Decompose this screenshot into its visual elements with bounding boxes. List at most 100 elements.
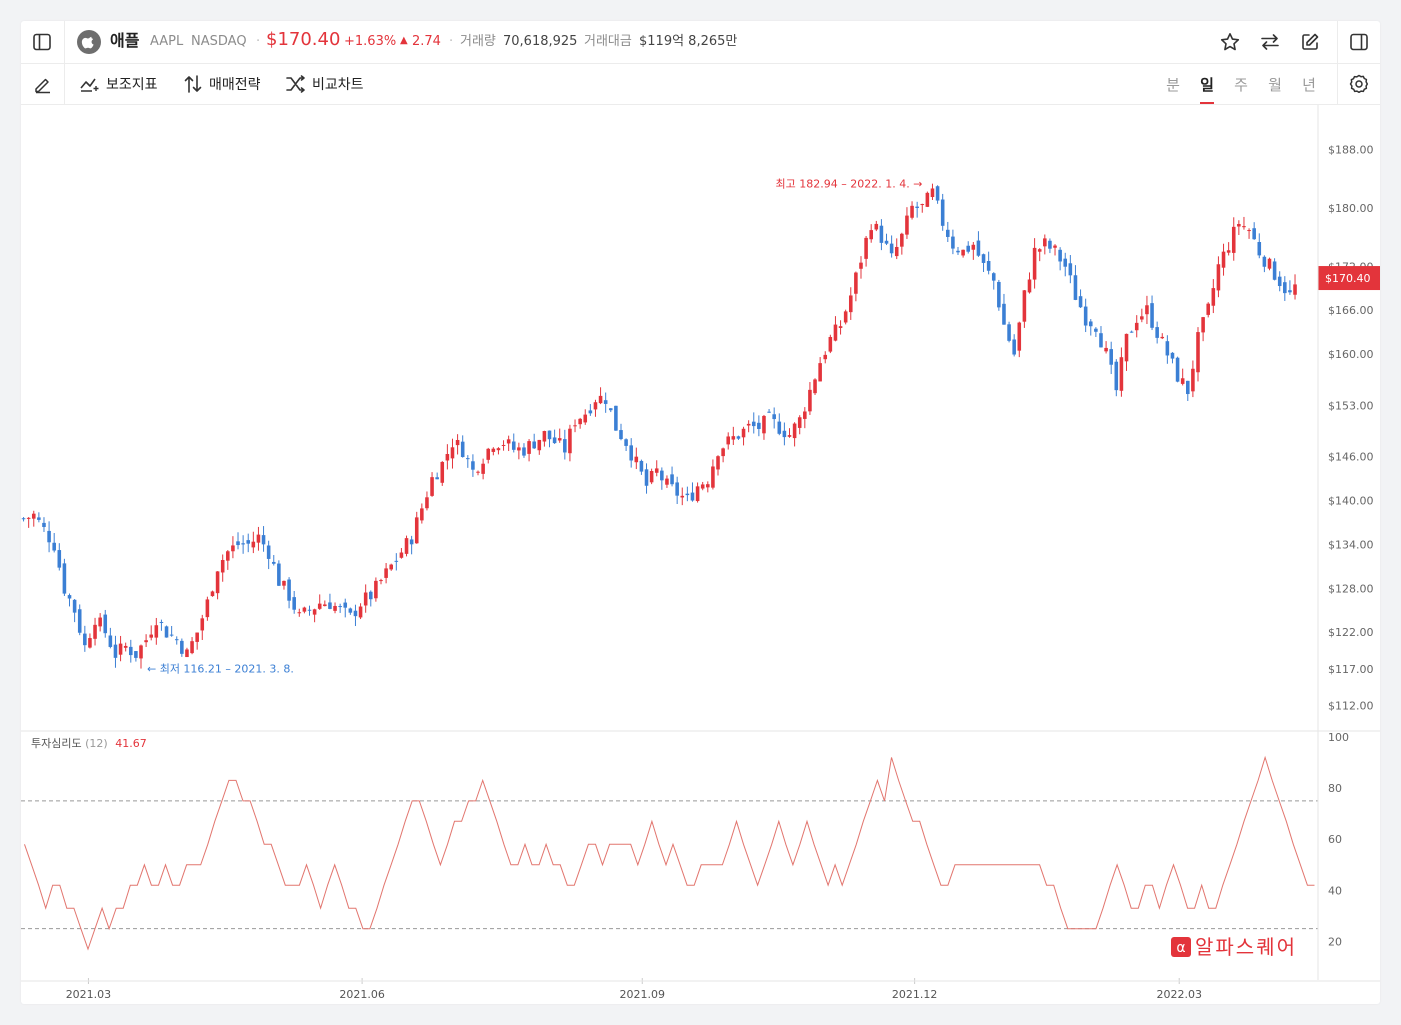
candle: [205, 596, 210, 621]
candle: [134, 650, 138, 662]
price-axis-tick: $122.00: [1328, 626, 1374, 639]
strategy-button[interactable]: 매매전략: [183, 64, 261, 104]
psychology-param: (12): [85, 737, 108, 750]
candle: [103, 609, 108, 638]
current-price: $170.40: [266, 29, 341, 50]
psychology-axis-tick: 40: [1328, 884, 1342, 897]
candle: [236, 532, 240, 550]
candle: [128, 639, 133, 663]
candle: [843, 309, 848, 325]
candle: [159, 619, 164, 631]
x-axis-tick: 2021.12: [892, 988, 938, 1001]
period-week[interactable]: 주: [1234, 75, 1248, 94]
candle: [317, 594, 322, 610]
svg-text:α: α: [1176, 940, 1185, 956]
candle: [670, 466, 674, 487]
indicators-button[interactable]: 보조지표: [80, 64, 158, 104]
candle: [231, 536, 235, 559]
price-axis-tick: $166.00: [1328, 304, 1374, 317]
period-day[interactable]: 일: [1194, 64, 1220, 104]
candle: [31, 510, 36, 527]
candle: [1247, 228, 1251, 239]
candle: [338, 603, 342, 613]
candle: [741, 426, 746, 446]
period-month[interactable]: 월: [1268, 75, 1282, 94]
chart-toolbar: 보조지표 매매전략 비교차트 분 일 주 월 년: [21, 64, 1380, 105]
candle: [1109, 341, 1113, 375]
candle: [762, 414, 766, 440]
candle: [164, 625, 169, 638]
apple-logo-icon: [77, 30, 101, 54]
psychology-axis-tick: 20: [1328, 935, 1342, 948]
swap-icon[interactable]: [1257, 30, 1283, 54]
candle: [838, 320, 843, 335]
edit-icon[interactable]: [1297, 30, 1323, 54]
candle: [787, 428, 792, 438]
candle: [1155, 321, 1159, 344]
candle: [220, 554, 225, 582]
candle: [848, 287, 853, 320]
candle: [578, 417, 582, 429]
candle: [900, 232, 904, 255]
psychology-axis-tick: 60: [1328, 833, 1342, 846]
candle: [700, 481, 705, 491]
candle: [629, 438, 633, 468]
candle: [1078, 289, 1083, 308]
candle: [414, 511, 419, 544]
candle: [144, 634, 148, 647]
candle: [374, 577, 378, 602]
period-minute[interactable]: 분: [1166, 75, 1180, 94]
sidebar-right-icon[interactable]: [1346, 30, 1372, 54]
candle: [833, 316, 838, 342]
exchange: NASDAQ: [191, 34, 247, 49]
candle: [1191, 360, 1195, 398]
chart-area[interactable]: $188.00$180.00$172.00$166.00$160.00$153.…: [21, 105, 1380, 1004]
price-axis-tick: $188.00: [1328, 143, 1374, 156]
candle: [1201, 316, 1205, 342]
candle: [639, 459, 644, 475]
candle: [757, 415, 761, 437]
indicator-line-icon: [80, 78, 99, 92]
pencil-icon[interactable]: [30, 72, 56, 96]
price-axis-tick: $134.00: [1328, 538, 1374, 551]
candle: [511, 433, 516, 453]
star-icon[interactable]: [1217, 30, 1243, 54]
candle: [547, 430, 552, 448]
candle: [348, 607, 353, 615]
candle: [1283, 276, 1287, 301]
price-axis-tick: $128.00: [1328, 582, 1374, 595]
svg-text:$170.40: $170.40: [1325, 272, 1371, 285]
candle: [1063, 252, 1068, 277]
candle: [1196, 327, 1200, 382]
candle: [1206, 302, 1211, 318]
compare-button[interactable]: 비교차트: [286, 64, 364, 104]
candle: [26, 517, 31, 528]
candle: [660, 467, 664, 490]
psychology-legend: 투자심리도 (12) 41.67: [31, 738, 147, 749]
candle: [430, 472, 434, 497]
candle: [976, 231, 981, 257]
candle: [889, 235, 894, 258]
candle: [47, 521, 51, 553]
candle: [93, 617, 97, 646]
period-year[interactable]: 년: [1302, 75, 1316, 94]
candle: [859, 256, 863, 279]
candle: [466, 455, 470, 468]
candle: [1073, 265, 1078, 301]
gear-icon[interactable]: [1346, 72, 1372, 96]
candle: [307, 605, 312, 616]
candle: [261, 526, 266, 552]
price-axis-tick: $140.00: [1328, 494, 1374, 507]
candle: [1242, 216, 1246, 230]
candle: [854, 271, 858, 302]
candle: [685, 486, 690, 502]
candle: [1094, 327, 1098, 338]
sidebar-left-icon[interactable]: [29, 30, 55, 54]
candle: [62, 558, 67, 596]
candle: [486, 447, 491, 464]
candle: [879, 219, 884, 251]
candle: [797, 415, 802, 435]
candle: [532, 433, 536, 450]
candle: [435, 472, 439, 480]
candle: [52, 532, 56, 553]
